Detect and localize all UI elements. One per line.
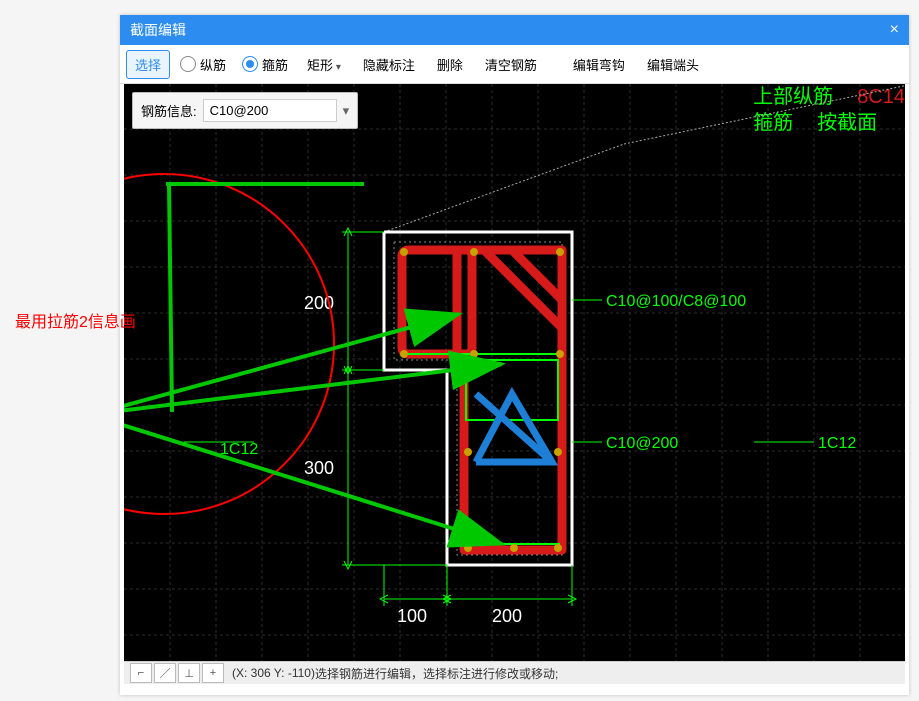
rect-dropdown[interactable]: 矩形 <box>298 50 350 79</box>
rebar-info-input[interactable] <box>203 99 337 122</box>
svg-text:100: 100 <box>397 606 427 626</box>
rebar-info-panel: 钢筋信息: ▾ <box>132 92 358 129</box>
external-annotation: 最用拉筋2信息画 <box>15 308 136 332</box>
close-icon[interactable]: × <box>890 21 899 39</box>
edit-hook-button[interactable]: 编辑弯钩 <box>564 50 634 79</box>
snap-endpoint-icon[interactable]: ⌐ <box>130 663 152 683</box>
status-bar: ⌐ ／ ⊥ + (X: 306 Y: -110) 选择钢筋进行编辑，选择标注进行… <box>124 661 905 684</box>
section-editor-window: 截面编辑 × 选择 纵筋 箍筋 矩形 隐藏标注 删除 清空钢筋 编辑弯钩 编辑端… <box>120 15 909 695</box>
section-drawing: 200 300 100 200 C10@100/C8@100 C10@20 <box>124 84 905 684</box>
delete-button[interactable]: 删除 <box>428 50 472 79</box>
svg-text:C10@100/C8@100: C10@100/C8@100 <box>606 293 746 310</box>
snap-plus-icon[interactable]: + <box>202 663 224 683</box>
radio-zongjin[interactable]: 纵筋 <box>174 55 232 74</box>
svg-text:200: 200 <box>492 606 522 626</box>
snap-perp-icon[interactable]: ⊥ <box>178 663 200 683</box>
hide-dim-button[interactable]: 隐藏标注 <box>354 50 424 79</box>
status-coord: (X: 306 Y: -110) <box>232 666 315 680</box>
status-hint: 选择钢筋进行编辑，选择标注进行修改或移动; <box>315 665 558 682</box>
select-button[interactable]: 选择 <box>126 50 170 79</box>
svg-text:1C12: 1C12 <box>818 435 856 452</box>
snap-mid-icon[interactable]: ／ <box>154 663 176 683</box>
radio-gujin[interactable]: 箍筋 <box>236 55 294 74</box>
titlebar: 截面编辑 × <box>120 15 909 45</box>
svg-text:300: 300 <box>304 458 334 478</box>
clear-rebar-button[interactable]: 清空钢筋 <box>476 50 546 79</box>
window-title: 截面编辑 <box>130 20 186 40</box>
radio-off-icon <box>180 56 196 72</box>
dropdown-icon[interactable]: ▾ <box>343 103 350 119</box>
toolbar: 选择 纵筋 箍筋 矩形 隐藏标注 删除 清空钢筋 编辑弯钩 编辑端头 <box>120 45 909 84</box>
edit-end-button[interactable]: 编辑端头 <box>638 50 708 79</box>
rebar-info-label: 钢筋信息: <box>141 101 197 120</box>
radio-on-icon <box>242 56 258 72</box>
drawing-canvas[interactable]: 上部纵筋8C14 箍筋按截面 <box>124 84 905 684</box>
svg-text:C10@200: C10@200 <box>606 435 678 452</box>
